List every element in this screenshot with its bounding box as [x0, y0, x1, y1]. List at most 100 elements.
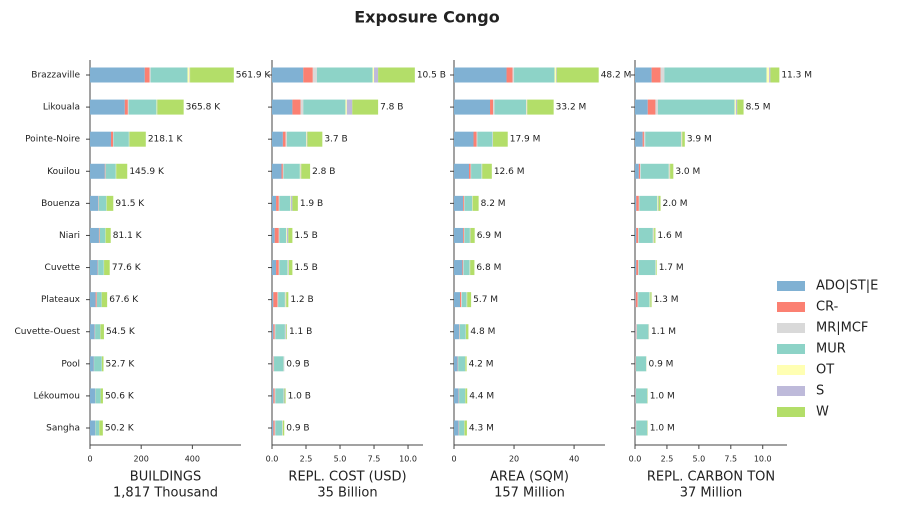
bar-segment: [454, 324, 460, 340]
bar-segment: [463, 227, 464, 243]
bar-segment: [95, 388, 101, 404]
bar-segment: [647, 99, 656, 115]
bar-segment: [463, 260, 470, 276]
bar-segment: [526, 99, 527, 115]
bar-segment: [477, 131, 493, 147]
bar-segment: [124, 99, 128, 115]
bar-segment: [656, 260, 657, 276]
bar-segment: [301, 163, 311, 179]
bar-segment: [189, 67, 191, 83]
bar-segment: [290, 195, 292, 211]
total-label: 3.9 M: [687, 135, 712, 145]
total-label: 1.1 B: [289, 327, 312, 337]
total-label: 77.6 K: [112, 263, 142, 273]
x-tick-label: 0.0: [629, 455, 642, 464]
bar-segment: [635, 324, 637, 340]
bar-segment: [639, 195, 658, 211]
bar-segment: [636, 260, 639, 276]
bar-segment: [454, 356, 458, 372]
bar-segment: [642, 131, 644, 147]
bar-segment: [670, 163, 674, 179]
bar-segment: [274, 388, 276, 404]
total-label: 6.8 M: [476, 263, 501, 273]
bar-segment: [278, 195, 280, 211]
total-label: 1.6 M: [657, 231, 682, 241]
bar-segment: [272, 356, 273, 372]
bar-segment: [285, 292, 287, 308]
bar-segment: [473, 131, 477, 147]
bar-segment: [100, 388, 103, 404]
x-tick-label: 0: [451, 455, 456, 464]
bar-segment: [272, 260, 277, 276]
chart-title: Exposure Congo: [354, 8, 500, 27]
bar-segment: [307, 131, 323, 147]
bar-segment: [463, 227, 465, 243]
bar-segment: [454, 131, 474, 147]
bar-segment: [466, 324, 469, 340]
bar-segment: [682, 131, 685, 147]
total-label: 48.2 M: [601, 71, 632, 81]
bar-segment: [90, 260, 98, 276]
bar-segment: [554, 67, 557, 83]
bar-segment: [150, 67, 188, 83]
legend-label: W: [816, 405, 829, 420]
x-axis-label: REPL. COST (USD): [288, 470, 406, 485]
bar-segment: [279, 195, 291, 211]
x-axis-label: AREA (SQM): [490, 470, 569, 485]
x-tick-label: 10.0: [399, 455, 417, 464]
bar-segment: [105, 227, 111, 243]
bar-segment: [273, 388, 275, 404]
bar-segment: [635, 260, 637, 276]
legend-label: OT: [816, 363, 834, 378]
bar-segment: [638, 227, 639, 243]
bar-segment: [463, 195, 465, 211]
bar-segment: [113, 131, 114, 147]
total-label: 1.7 M: [659, 263, 684, 273]
category-label: Bouenza: [41, 199, 80, 209]
bar-segment: [527, 99, 554, 115]
bar-segment: [95, 292, 97, 308]
category-label: Niari: [59, 231, 80, 241]
bar-segment: [664, 67, 767, 83]
total-label: 3.0 M: [675, 167, 700, 177]
bar-segment: [303, 99, 346, 115]
bar-segment: [90, 356, 94, 372]
bar-segment: [651, 67, 661, 83]
bar-segment: [643, 131, 646, 147]
bar-segment: [345, 99, 347, 115]
bar-segment: [96, 292, 102, 308]
bar-segment: [90, 99, 125, 115]
legend-label: ADO|ST|E: [816, 279, 878, 294]
bar-segment: [299, 163, 301, 179]
bar-segment: [303, 67, 313, 83]
bar-segment: [273, 292, 278, 308]
bar-segment: [636, 195, 639, 211]
total-label: 1.0 M: [650, 391, 675, 401]
bar-segment: [655, 99, 658, 115]
legend-swatch: [777, 323, 805, 333]
category-label: Pointe-Noire: [25, 135, 80, 145]
bar-segment: [467, 292, 472, 308]
bar-segment: [276, 260, 279, 276]
bar-segment: [104, 163, 106, 179]
bar-segment: [660, 67, 665, 83]
legend-label: MUR: [816, 342, 846, 357]
bar-segment: [279, 227, 287, 243]
bar-segment: [638, 260, 639, 276]
bar-segment: [274, 356, 284, 372]
x-tick-label: 400: [185, 455, 200, 464]
bar-segment: [346, 99, 353, 115]
bar-segment: [149, 67, 151, 83]
bar-segment: [680, 131, 682, 147]
bar-segment: [637, 292, 639, 308]
bar-segment: [284, 292, 286, 308]
x-axis-subtitle: 37 Million: [680, 486, 743, 501]
bar-segment: [654, 227, 656, 243]
bar-segment: [274, 324, 276, 340]
total-label: 4.2 M: [469, 359, 494, 369]
total-label: 1.5 B: [294, 231, 317, 241]
bar-segment: [490, 99, 494, 115]
category-label: Sangha: [46, 424, 80, 434]
bar-segment: [94, 356, 102, 372]
